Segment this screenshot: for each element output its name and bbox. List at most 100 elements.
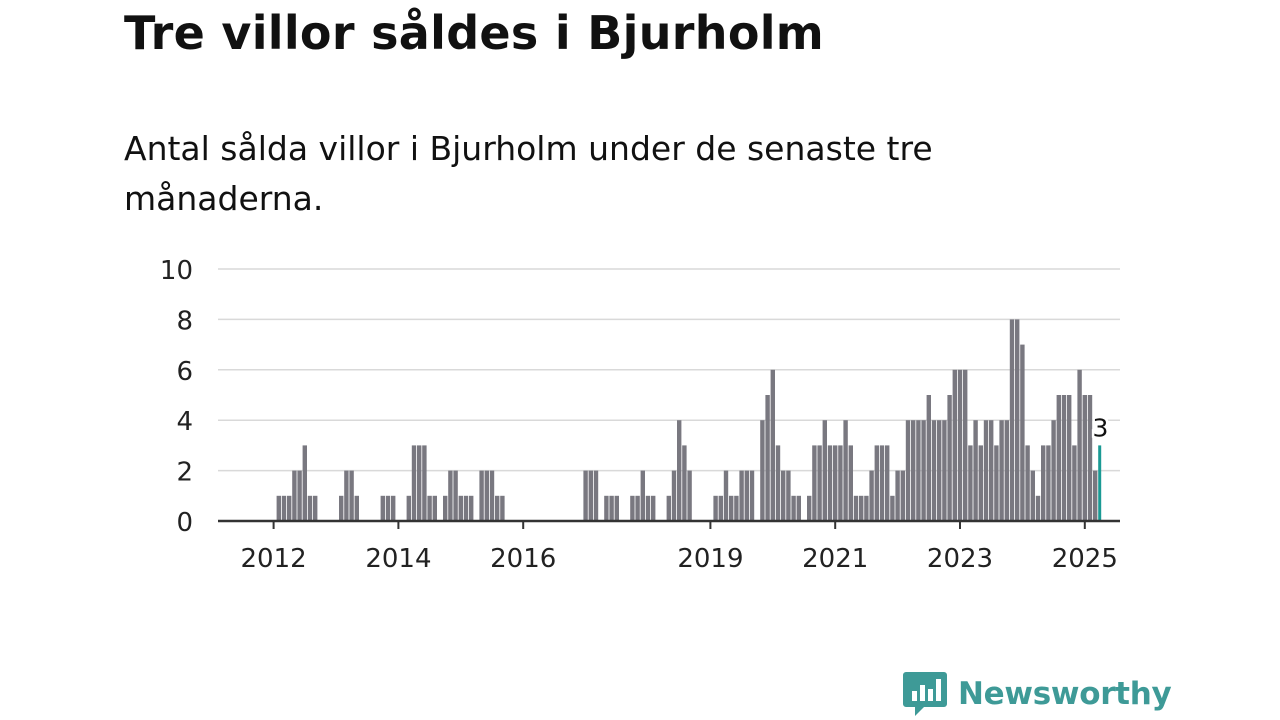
newsworthy-logo-icon xyxy=(903,672,947,716)
highlight-data-label: 3 xyxy=(1092,413,1108,442)
bar xyxy=(817,445,822,521)
bar xyxy=(853,495,859,521)
bar xyxy=(427,495,432,521)
bar xyxy=(807,495,812,521)
bar xyxy=(1082,395,1087,521)
highlight-bar xyxy=(1098,445,1102,521)
bar xyxy=(1020,344,1025,521)
bar xyxy=(999,420,1004,521)
bar xyxy=(957,369,963,521)
bar xyxy=(895,470,900,521)
bar xyxy=(1035,495,1041,521)
bar xyxy=(313,495,318,521)
bar xyxy=(609,495,614,521)
bar xyxy=(770,369,775,521)
bar xyxy=(952,369,957,521)
bar xyxy=(796,495,801,521)
bar xyxy=(843,420,848,521)
bar xyxy=(822,420,827,521)
chart-subtitle: Antal sålda villor i Bjurholm under de s… xyxy=(124,129,933,218)
bar xyxy=(1093,470,1098,521)
bar xyxy=(1030,470,1035,521)
bar xyxy=(1009,319,1015,521)
bar xyxy=(588,470,593,521)
bar xyxy=(739,470,744,521)
bar xyxy=(968,445,973,521)
bar xyxy=(339,495,344,521)
bar xyxy=(734,495,739,521)
bar xyxy=(749,470,755,521)
bar xyxy=(385,495,391,521)
bar xyxy=(1015,319,1020,521)
bar xyxy=(723,470,729,521)
bar xyxy=(640,470,645,521)
bar xyxy=(484,470,489,521)
bar xyxy=(380,495,385,521)
bar xyxy=(1025,445,1030,521)
y-tick-label: 0 xyxy=(176,508,193,538)
bar xyxy=(744,470,749,521)
bar xyxy=(848,445,853,521)
bar xyxy=(344,470,349,521)
bar xyxy=(593,470,599,521)
y-tick-label: 2 xyxy=(176,458,193,488)
bar xyxy=(495,495,500,521)
bar xyxy=(916,420,921,521)
bar xyxy=(1051,420,1056,521)
bar xyxy=(859,495,864,521)
newsworthy-logo: Newsworthy xyxy=(902,670,1172,718)
bar xyxy=(411,445,417,521)
bar xyxy=(947,395,952,521)
bar xyxy=(417,445,422,521)
bar xyxy=(666,495,671,521)
bar xyxy=(422,445,427,521)
bar xyxy=(432,495,437,521)
bar xyxy=(354,495,359,521)
y-tick-label: 10 xyxy=(160,256,193,286)
bar xyxy=(671,470,677,521)
y-tick-label: 8 xyxy=(176,306,193,336)
bar xyxy=(500,495,505,521)
bar xyxy=(942,420,947,521)
bar xyxy=(307,495,313,521)
bar xyxy=(833,445,838,521)
x-tick-label: 2023 xyxy=(927,544,993,574)
bar xyxy=(349,470,354,521)
bar xyxy=(1056,395,1061,521)
bar xyxy=(973,420,978,521)
bar xyxy=(1041,445,1046,521)
bar xyxy=(448,470,453,521)
bar xyxy=(718,495,723,521)
bar xyxy=(890,495,895,521)
bar xyxy=(1067,395,1072,521)
bar xyxy=(827,445,833,521)
bar xyxy=(713,495,718,521)
bar xyxy=(885,445,890,521)
bar xyxy=(682,445,687,521)
page-title: Tre villor såldes i Bjurholm xyxy=(124,6,825,60)
bar xyxy=(406,495,411,521)
bar xyxy=(937,420,942,521)
bar xyxy=(838,445,843,521)
bar xyxy=(645,495,651,521)
x-tick-label: 2025 xyxy=(1052,544,1118,574)
bar xyxy=(635,495,640,521)
bar xyxy=(989,420,994,521)
x-tick-label: 2016 xyxy=(490,544,556,574)
bar xyxy=(729,495,734,521)
bar xyxy=(287,495,292,521)
bar xyxy=(781,470,786,521)
bar xyxy=(1004,420,1009,521)
bar xyxy=(926,395,931,521)
y-tick-label: 4 xyxy=(176,407,193,437)
bar xyxy=(297,470,302,521)
bar xyxy=(791,495,796,521)
bar xyxy=(276,495,281,521)
bar xyxy=(583,470,588,521)
bar xyxy=(864,495,869,521)
x-tick-label: 2014 xyxy=(365,544,431,574)
bar xyxy=(869,470,874,521)
bar xyxy=(1061,395,1067,521)
bar xyxy=(983,420,989,521)
bar xyxy=(1087,395,1093,521)
